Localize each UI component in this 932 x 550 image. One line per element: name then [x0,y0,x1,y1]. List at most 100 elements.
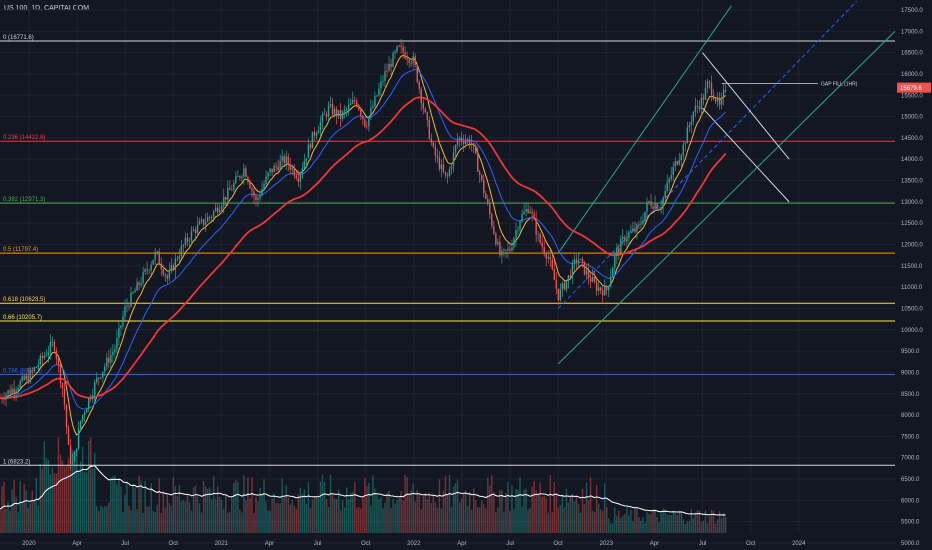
volume-bar [547,512,549,533]
volume-bar [178,485,181,533]
time-tick-label: Apr [72,541,81,547]
volume-bar [132,483,134,533]
candle-body [428,119,431,139]
candle-body [660,206,662,210]
candle-body [106,357,108,367]
fib-label: 0 (16771.6) [3,35,34,41]
volume-bar [249,498,251,533]
candle-body [214,207,217,212]
candle-body [700,97,703,110]
volume-bar [309,508,312,533]
candle-body [265,176,267,185]
candle-body [352,100,354,104]
volume-bar [160,513,162,533]
candle-body [218,209,221,213]
volume-bar [35,477,37,533]
volume-bar [485,508,487,533]
candle-body [698,106,701,110]
volume-bar [128,505,130,533]
candle-body [603,286,606,296]
candle-body [593,277,596,282]
volume-bar [356,507,358,533]
candle-body [384,71,386,81]
candle-body [212,211,215,217]
volume-bar [599,509,602,533]
time-axis[interactable]: 2020 Apr Jul Oct 2021 Apr Jul Oct 2022 Apr Jul Oct 2… [22,541,806,547]
ema-line [0,96,727,400]
annotations: GAP FILL (1HR) [721,81,858,87]
channel-lower-line [557,30,896,365]
volume-bar [644,522,646,533]
candle-body [249,181,251,189]
candle-body [315,133,318,136]
volume-bar [200,512,203,533]
volume-bar [23,483,25,533]
candle-body [96,377,98,383]
volume-moving-average [0,464,726,516]
volume-bar [301,493,304,533]
candle-body [116,337,118,349]
volume-bar [100,505,102,533]
volume-bar [394,503,396,533]
candle-body [372,105,374,108]
candle-body [327,106,330,117]
volume-bar [390,508,392,533]
volume-bar [432,494,435,533]
current-price-label: 15679.6 [900,86,922,92]
candle-body [440,164,443,170]
candle-body [489,203,491,215]
volume-bar [227,512,229,533]
candle-body [267,172,269,177]
candle-body [533,213,535,220]
candle-body [565,281,568,290]
candle-body [120,325,122,328]
volume-bar [237,482,239,533]
candle-body [672,166,674,176]
price-tick-label: 13500.0 [901,179,923,185]
candle-body [317,130,320,134]
candle-body [362,115,364,120]
fib-label: 0.236 (14422.8) [3,135,45,141]
candle-body [479,172,481,176]
candle-body [720,97,723,105]
volume-bar [396,499,398,533]
candle-body [21,376,23,382]
candle-body [124,306,126,317]
candle-body [610,276,612,287]
candle-body [63,388,66,406]
volume-bar [442,490,445,533]
candle-body [599,287,602,291]
volume-bar [307,482,310,533]
volume-bar [503,511,505,533]
candle-body [172,265,175,271]
candle-body [200,219,203,222]
price-axis[interactable]: 17500.0 17000.0 16500.0 16000.0 15500.0 15000… [897,8,931,547]
fib-label: 0.5 (11797.4) [3,247,38,253]
volume-bar [563,507,566,533]
volume-bar [305,503,308,533]
volume-bar [521,506,523,533]
candle-body [275,165,277,167]
volume-bar [354,482,356,533]
candle-body [94,382,96,396]
fib-label: 0.66 (10205.7) [3,315,42,321]
candle-body [41,355,44,359]
candle-body [243,168,245,177]
volume-bar [347,499,350,533]
candle-body [223,196,225,206]
candle-body [674,161,676,167]
candle-body [92,395,94,400]
volume-bar [658,521,660,533]
volume-bar [364,478,366,533]
candle-body [396,46,398,52]
candle-body [680,155,682,161]
volume-bar [493,492,495,533]
candle-body [630,230,632,233]
volume-bar [410,490,412,533]
candle-body [549,257,551,260]
volume-bar [208,487,211,533]
volume-bar [41,468,44,533]
candle-body [654,204,656,209]
candle-body [31,370,33,372]
